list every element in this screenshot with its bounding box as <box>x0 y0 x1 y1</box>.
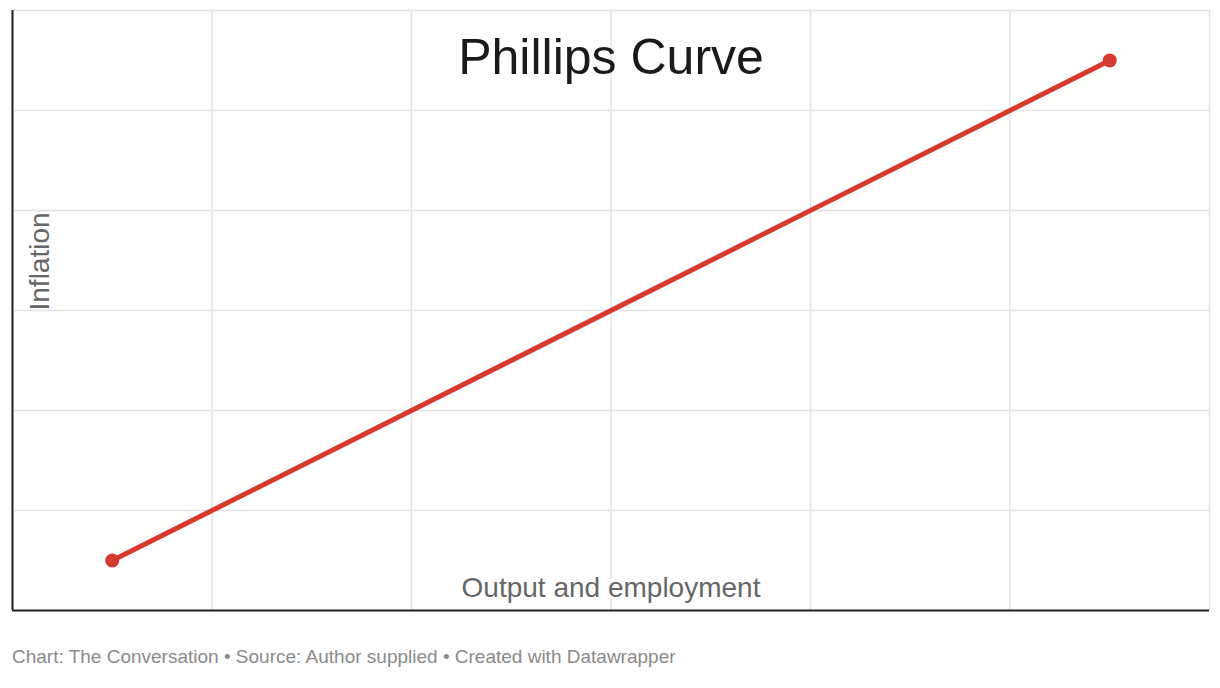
html-text:Chart: The Conversation • Sour: Chart: The Conversation • Source: Author… <box>12 646 676 667</box>
svg-text:Output and employment: Output and employment <box>462 572 761 603</box>
svg-text:Phillips Curve: Phillips Curve <box>458 29 764 85</box>
svg-text:Inflation: Inflation <box>24 212 55 310</box>
